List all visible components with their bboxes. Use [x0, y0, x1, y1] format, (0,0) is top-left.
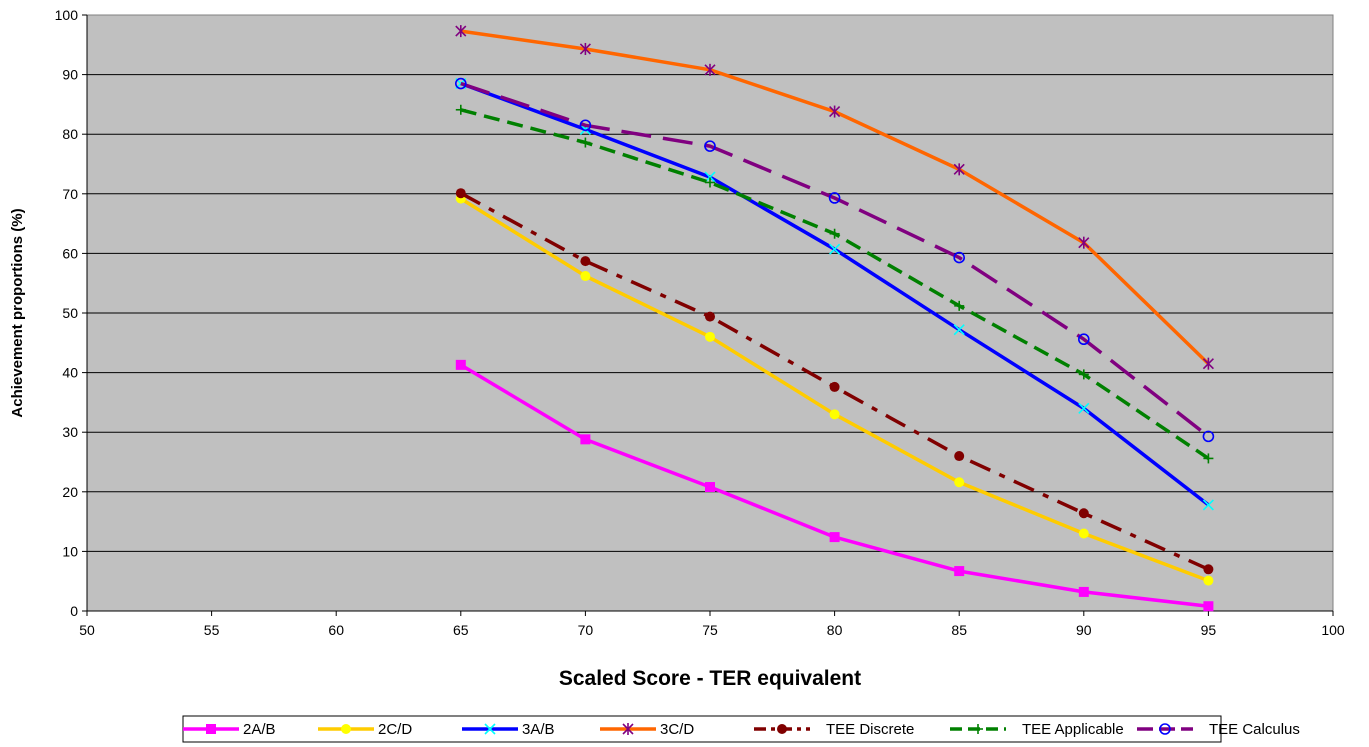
- x-tick-label: 95: [1201, 622, 1217, 638]
- legend-label: 2A/B: [243, 721, 276, 738]
- legend-marker: [206, 724, 216, 734]
- y-tick-label: 30: [62, 424, 78, 440]
- data-point: [456, 360, 466, 370]
- x-tick-label: 65: [453, 622, 469, 638]
- data-point: [954, 451, 964, 461]
- y-tick-label: 90: [62, 67, 78, 83]
- legend-label: 3C/D: [660, 721, 694, 738]
- y-tick-label: 70: [62, 186, 78, 202]
- legend-label: TEE Discrete: [826, 721, 914, 738]
- legend-label: 3A/B: [522, 721, 555, 738]
- data-point: [580, 434, 590, 444]
- data-point: [830, 532, 840, 542]
- legend-marker: [341, 724, 351, 734]
- data-point: [705, 332, 715, 342]
- data-point: [1203, 576, 1213, 586]
- data-point: [1203, 564, 1213, 574]
- x-tick-label: 75: [702, 622, 718, 638]
- data-point: [580, 271, 590, 281]
- legend-label: TEE Applicable: [1022, 721, 1124, 738]
- y-tick-label: 100: [55, 7, 79, 23]
- legend-label: 2C/D: [378, 721, 412, 738]
- data-point: [1079, 508, 1089, 518]
- x-tick-label: 80: [827, 622, 843, 638]
- y-tick-label: 80: [62, 126, 78, 142]
- x-tick-label: 55: [204, 622, 220, 638]
- x-axis-title: Scaled Score - TER equivalent: [559, 667, 861, 690]
- x-tick-label: 90: [1076, 622, 1092, 638]
- legend-label: TEE Calculus: [1209, 721, 1300, 738]
- x-tick-label: 50: [79, 622, 95, 638]
- data-point: [1079, 587, 1089, 597]
- data-point: [456, 188, 466, 198]
- y-tick-label: 20: [62, 484, 78, 500]
- y-tick-label: 40: [62, 365, 78, 381]
- y-tick-label: 10: [62, 543, 78, 559]
- y-tick-label: 60: [62, 245, 78, 261]
- data-point: [830, 409, 840, 419]
- data-point: [954, 566, 964, 576]
- y-tick-label: 50: [62, 305, 78, 321]
- data-point: [580, 256, 590, 266]
- legend-marker: [777, 724, 787, 734]
- x-tick-label: 100: [1321, 622, 1345, 638]
- data-point: [954, 477, 964, 487]
- data-point: [705, 312, 715, 322]
- data-point: [830, 382, 840, 392]
- data-point: [705, 482, 715, 492]
- legend: 2A/B 2C/D 3A/B 3C/D TEE Discrete TEE Applicab…: [183, 716, 1300, 742]
- x-tick-label: 70: [578, 622, 594, 638]
- x-tick-label: 60: [328, 622, 344, 638]
- data-point: [1203, 601, 1213, 611]
- y-axis-title: Achievement proportions (%): [9, 208, 26, 417]
- x-tick-label: 85: [951, 622, 967, 638]
- y-tick-label: 0: [70, 603, 78, 619]
- data-point: [1079, 529, 1089, 539]
